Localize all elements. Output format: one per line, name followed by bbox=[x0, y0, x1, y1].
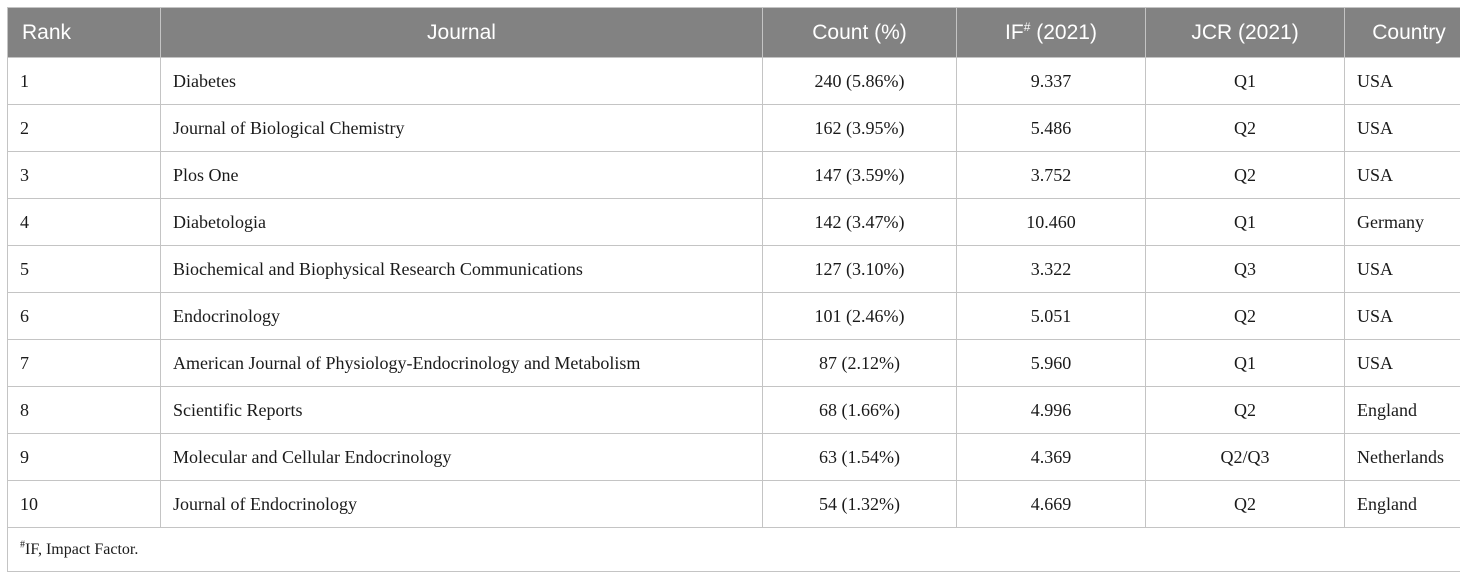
cell-country: USA bbox=[1344, 292, 1460, 340]
header-impact-factor: IF# (2021) bbox=[956, 7, 1146, 58]
cell-count: 147 (3.59%) bbox=[762, 151, 957, 199]
header-country: Country bbox=[1344, 7, 1460, 58]
cell-impact-factor: 4.369 bbox=[956, 433, 1146, 481]
cell-rank: 5 bbox=[7, 245, 161, 293]
cell-jcr: Q2 bbox=[1145, 480, 1345, 528]
cell-jcr: Q2 bbox=[1145, 104, 1345, 152]
cell-count: 162 (3.95%) bbox=[762, 104, 957, 152]
table-header: Rank Journal Count (%) IF# (2021) JCR (2… bbox=[7, 7, 1460, 58]
cell-rank: 7 bbox=[7, 339, 161, 387]
cell-count: 142 (3.47%) bbox=[762, 198, 957, 246]
cell-rank: 9 bbox=[7, 433, 161, 481]
cell-jcr: Q2 bbox=[1145, 386, 1345, 434]
header-row: Rank Journal Count (%) IF# (2021) JCR (2… bbox=[7, 7, 1460, 58]
cell-journal: Biochemical and Biophysical Research Com… bbox=[160, 245, 763, 293]
footnote-mark: # bbox=[20, 539, 25, 551]
cell-impact-factor: 10.460 bbox=[956, 198, 1146, 246]
footnote-text: IF, Impact Factor. bbox=[25, 540, 139, 558]
table-row: 2 Journal of Biological Chemistry 162 (3… bbox=[7, 104, 1460, 152]
header-if-suffix: (2021) bbox=[1030, 20, 1097, 44]
table-row: 7 American Journal of Physiology-Endocri… bbox=[7, 339, 1460, 387]
table-footer: #IF, Impact Factor. bbox=[7, 527, 1460, 572]
cell-count: 127 (3.10%) bbox=[762, 245, 957, 293]
table-footnote: #IF, Impact Factor. bbox=[7, 527, 1460, 572]
header-journal: Journal bbox=[160, 7, 763, 58]
table-row: 6 Endocrinology 101 (2.46%) 5.051 Q2 USA bbox=[7, 292, 1460, 340]
table-row: 10 Journal of Endocrinology 54 (1.32%) 4… bbox=[7, 480, 1460, 528]
cell-journal: Plos One bbox=[160, 151, 763, 199]
cell-impact-factor: 9.337 bbox=[956, 57, 1146, 105]
header-rank: Rank bbox=[7, 7, 161, 58]
cell-country: USA bbox=[1344, 104, 1460, 152]
cell-country: England bbox=[1344, 386, 1460, 434]
cell-country: England bbox=[1344, 480, 1460, 528]
cell-impact-factor: 4.669 bbox=[956, 480, 1146, 528]
cell-country: USA bbox=[1344, 339, 1460, 387]
cell-count: 54 (1.32%) bbox=[762, 480, 957, 528]
cell-country: USA bbox=[1344, 151, 1460, 199]
cell-impact-factor: 5.486 bbox=[956, 104, 1146, 152]
cell-rank: 3 bbox=[7, 151, 161, 199]
cell-jcr: Q1 bbox=[1145, 198, 1345, 246]
header-if-mark: # bbox=[1023, 19, 1031, 34]
cell-impact-factor: 5.960 bbox=[956, 339, 1146, 387]
cell-count: 68 (1.66%) bbox=[762, 386, 957, 434]
cell-journal: Diabetes bbox=[160, 57, 763, 105]
cell-journal: Journal of Endocrinology bbox=[160, 480, 763, 528]
cell-impact-factor: 4.996 bbox=[956, 386, 1146, 434]
header-jcr: JCR (2021) bbox=[1145, 7, 1345, 58]
cell-rank: 10 bbox=[7, 480, 161, 528]
cell-journal: Scientific Reports bbox=[160, 386, 763, 434]
table-body: 1 Diabetes 240 (5.86%) 9.337 Q1 USA 2 Jo… bbox=[7, 57, 1460, 528]
cell-journal: Journal of Biological Chemistry bbox=[160, 104, 763, 152]
journal-table-container: Rank Journal Count (%) IF# (2021) JCR (2… bbox=[7, 7, 1460, 572]
footnote-row: #IF, Impact Factor. bbox=[7, 527, 1460, 572]
cell-country: USA bbox=[1344, 245, 1460, 293]
table-row: 4 Diabetologia 142 (3.47%) 10.460 Q1 Ger… bbox=[7, 198, 1460, 246]
cell-count: 101 (2.46%) bbox=[762, 292, 957, 340]
cell-jcr: Q1 bbox=[1145, 339, 1345, 387]
cell-count: 87 (2.12%) bbox=[762, 339, 957, 387]
cell-rank: 4 bbox=[7, 198, 161, 246]
cell-impact-factor: 3.322 bbox=[956, 245, 1146, 293]
header-count: Count (%) bbox=[762, 7, 957, 58]
cell-rank: 8 bbox=[7, 386, 161, 434]
cell-journal: Diabetologia bbox=[160, 198, 763, 246]
cell-rank: 2 bbox=[7, 104, 161, 152]
cell-jcr: Q2 bbox=[1145, 151, 1345, 199]
cell-country: USA bbox=[1344, 57, 1460, 105]
cell-impact-factor: 5.051 bbox=[956, 292, 1146, 340]
header-if-prefix: IF bbox=[1005, 20, 1024, 44]
table-row: 5 Biochemical and Biophysical Research C… bbox=[7, 245, 1460, 293]
cell-rank: 1 bbox=[7, 57, 161, 105]
table-row: 8 Scientific Reports 68 (1.66%) 4.996 Q2… bbox=[7, 386, 1460, 434]
cell-count: 240 (5.86%) bbox=[762, 57, 957, 105]
cell-jcr: Q1 bbox=[1145, 57, 1345, 105]
cell-jcr: Q2 bbox=[1145, 292, 1345, 340]
table-row: 1 Diabetes 240 (5.86%) 9.337 Q1 USA bbox=[7, 57, 1460, 105]
table-row: 3 Plos One 147 (3.59%) 3.752 Q2 USA bbox=[7, 151, 1460, 199]
cell-country: Germany bbox=[1344, 198, 1460, 246]
cell-rank: 6 bbox=[7, 292, 161, 340]
cell-jcr: Q3 bbox=[1145, 245, 1345, 293]
cell-impact-factor: 3.752 bbox=[956, 151, 1146, 199]
cell-journal: American Journal of Physiology-Endocrino… bbox=[160, 339, 763, 387]
table-row: 9 Molecular and Cellular Endocrinology 6… bbox=[7, 433, 1460, 481]
journal-table: Rank Journal Count (%) IF# (2021) JCR (2… bbox=[7, 7, 1460, 572]
cell-jcr: Q2/Q3 bbox=[1145, 433, 1345, 481]
cell-journal: Molecular and Cellular Endocrinology bbox=[160, 433, 763, 481]
cell-journal: Endocrinology bbox=[160, 292, 763, 340]
cell-count: 63 (1.54%) bbox=[762, 433, 957, 481]
cell-country: Netherlands bbox=[1344, 433, 1460, 481]
